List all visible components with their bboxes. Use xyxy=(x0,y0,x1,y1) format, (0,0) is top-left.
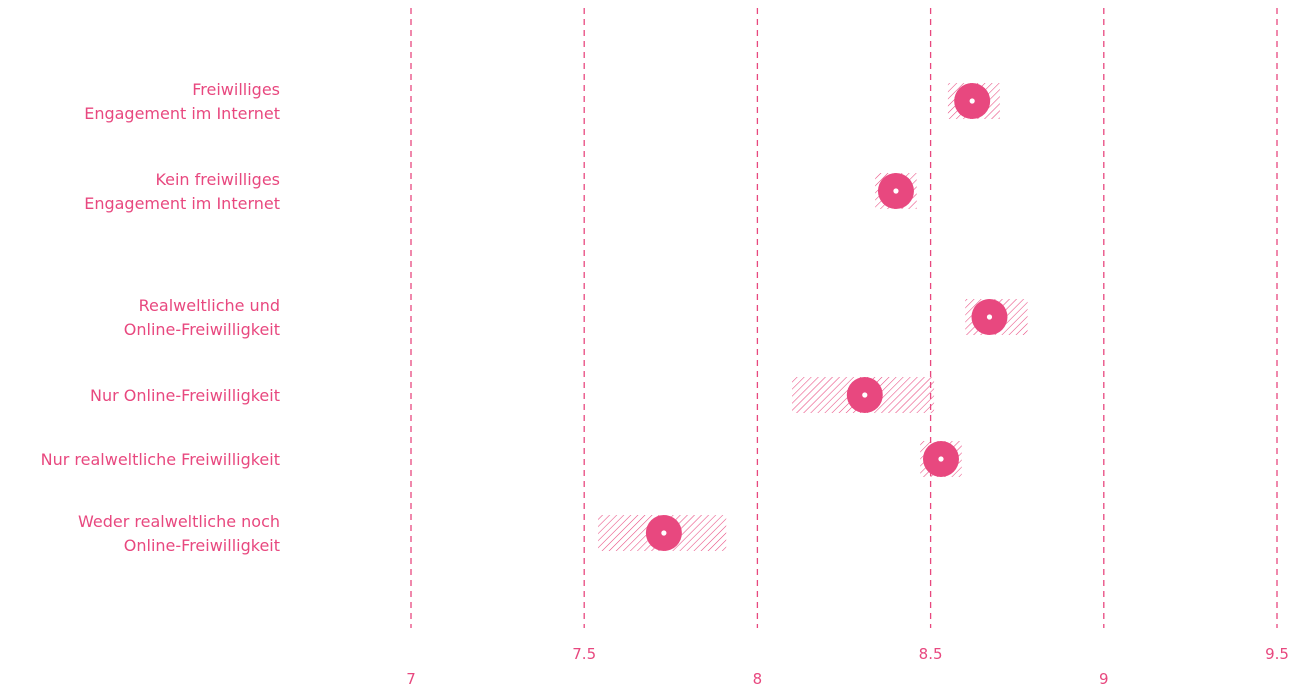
category-label: Weder realweltliche noch Online-Freiwilli… xyxy=(78,512,280,555)
category-label-line: Kein freiwilliges xyxy=(155,170,280,189)
category-label: Nur realweltliche Freiwilligkeit xyxy=(41,450,280,469)
category-label-line: Online-Freiwilligkeit xyxy=(124,320,280,339)
category-label: Freiwilliges Engagement im Internet xyxy=(84,80,280,123)
confidence-intervals xyxy=(598,83,1028,551)
category-label: Realweltliche und Online-Freiwilligkeit xyxy=(124,296,280,339)
data-point-center xyxy=(862,392,868,398)
grid-lines xyxy=(410,8,1278,628)
category-label-line: Nur realweltliche Freiwilligkeit xyxy=(41,450,280,469)
x-tick-label: 8.5 xyxy=(919,645,943,663)
category-label-line: Engagement im Internet xyxy=(84,194,280,213)
data-point-center xyxy=(986,314,993,320)
x-tick-label: 7 xyxy=(406,670,416,688)
x-tick-label: 8 xyxy=(753,670,763,688)
x-tick-label: 9 xyxy=(1099,670,1109,688)
category-label-line: Weder realweltliche noch xyxy=(78,512,280,531)
data-point-center xyxy=(969,98,975,104)
x-tick-label: 7.5 xyxy=(572,645,596,663)
data-point-center xyxy=(893,188,899,194)
category-label-line: Nur Online-Freiwilligkeit xyxy=(90,386,280,405)
data-points xyxy=(645,83,1008,551)
x-axis-tick-labels: 7 7.5 8 8.5 9 9.5 xyxy=(406,645,1289,688)
category-label: Nur Online-Freiwilligkeit xyxy=(90,386,280,405)
category-label-line: Online-Freiwilligkeit xyxy=(124,536,280,555)
category-label: Kein freiwilliges Engagement im Internet xyxy=(84,170,280,213)
x-tick-label: 9.5 xyxy=(1265,645,1289,663)
category-label-line: Freiwilliges xyxy=(192,80,280,99)
category-label-line: Realweltliche und xyxy=(139,296,280,315)
data-point-center xyxy=(938,456,944,462)
data-point-center xyxy=(661,530,667,536)
category-label-line: Engagement im Internet xyxy=(84,104,280,123)
